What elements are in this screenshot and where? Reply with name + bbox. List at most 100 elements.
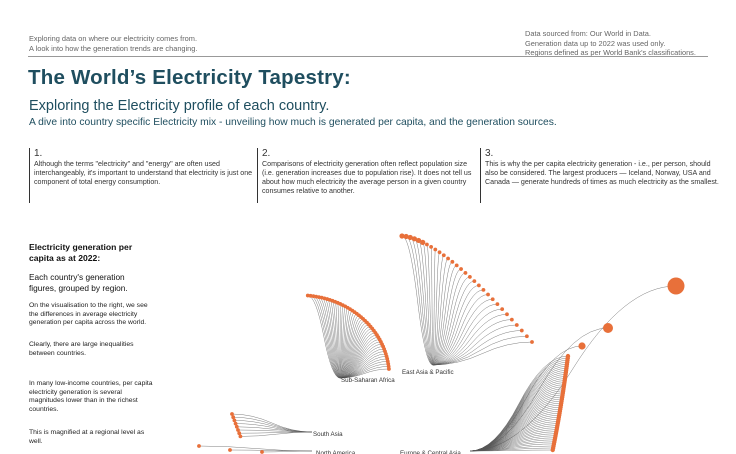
- branch-line: [339, 330, 374, 379]
- country-point[interactable]: [472, 279, 477, 284]
- country-point[interactable]: [228, 448, 232, 452]
- country-point[interactable]: [415, 237, 422, 244]
- region-label: Europe & Central Asia: [400, 450, 461, 454]
- branch-line: [469, 366, 567, 452]
- country-point[interactable]: [530, 340, 534, 344]
- country-point[interactable]: [387, 367, 391, 371]
- country-point[interactable]: [236, 428, 240, 432]
- country-point[interactable]: [231, 415, 236, 420]
- branch-line: [432, 341, 533, 366]
- branch-line: [337, 302, 341, 379]
- country-point[interactable]: [481, 287, 486, 292]
- branch-line: [432, 268, 462, 366]
- country-point[interactable]: [486, 292, 490, 297]
- country-point[interactable]: [411, 236, 418, 242]
- country-point[interactable]: [420, 239, 426, 245]
- country-point[interactable]: [232, 418, 237, 423]
- branch-line: [418, 240, 434, 366]
- branch-line: [414, 238, 434, 366]
- country-point[interactable]: [260, 450, 264, 454]
- branch-line: [432, 252, 440, 366]
- country-point[interactable]: [433, 247, 438, 252]
- country-point[interactable]: [550, 447, 555, 453]
- header-left-line: A look into how the generation trends ar…: [29, 43, 198, 53]
- branch-line: [261, 450, 313, 453]
- branch-line: [432, 272, 466, 366]
- branch-line: [339, 307, 348, 379]
- column-text: Although the terms "electricity" and "en…: [34, 160, 253, 187]
- branch-line: [406, 236, 434, 366]
- country-point[interactable]: [467, 275, 472, 279]
- country-point[interactable]: [667, 277, 685, 295]
- country-point[interactable]: [308, 293, 313, 298]
- intro-column-3: 3. This is why the per capita electricit…: [480, 148, 725, 203]
- branch-line: [432, 255, 445, 366]
- country-point[interactable]: [459, 267, 463, 271]
- country-point[interactable]: [407, 234, 413, 241]
- country-point[interactable]: [197, 444, 201, 448]
- branch-line: [237, 429, 313, 433]
- branch-line: [339, 313, 357, 379]
- country-point[interactable]: [437, 250, 442, 255]
- country-point[interactable]: [230, 412, 234, 416]
- branch-line: [430, 246, 434, 366]
- sidebar-heading: Electricity generation per capita as at …: [29, 242, 133, 263]
- branch-line: [432, 330, 522, 366]
- country-point[interactable]: [463, 271, 468, 275]
- country-point[interactable]: [505, 312, 509, 317]
- source-line: Regions defined as per World Bank's clas…: [525, 48, 696, 58]
- source-line: Data sourced from: Our World in Data.: [525, 29, 651, 38]
- page-description: A dive into country specific Electricity…: [29, 117, 557, 128]
- country-point[interactable]: [399, 233, 405, 239]
- region-label: North America: [316, 450, 356, 454]
- branch-line: [432, 276, 470, 366]
- branch-line: [339, 315, 360, 379]
- country-point[interactable]: [234, 424, 239, 429]
- branch-line: [339, 337, 379, 379]
- country-point[interactable]: [233, 421, 238, 426]
- branch-line: [332, 300, 341, 379]
- country-point[interactable]: [509, 317, 514, 322]
- column-number: 1.: [34, 148, 43, 159]
- branch-line: [401, 235, 434, 366]
- country-point[interactable]: [238, 434, 243, 439]
- page-title: The World’s Electricity Tapestry:: [28, 66, 351, 89]
- column-number: 2.: [262, 148, 271, 159]
- branch-line: [432, 324, 517, 366]
- branch-line: [432, 249, 436, 366]
- country-point[interactable]: [490, 297, 495, 302]
- branch-line: [316, 296, 341, 379]
- country-point[interactable]: [578, 342, 586, 350]
- branch-line: [339, 339, 380, 379]
- region-label: South Asia: [313, 431, 343, 438]
- country-point[interactable]: [429, 245, 434, 249]
- branch-line: [339, 316, 362, 379]
- country-point[interactable]: [425, 242, 429, 247]
- country-point[interactable]: [450, 259, 455, 264]
- country-point[interactable]: [500, 307, 505, 312]
- branch-line: [313, 295, 341, 379]
- country-point[interactable]: [524, 334, 529, 339]
- country-point[interactable]: [603, 323, 613, 333]
- country-point[interactable]: [454, 263, 459, 268]
- country-point[interactable]: [403, 233, 409, 240]
- branch-line: [229, 449, 313, 452]
- country-point[interactable]: [476, 283, 481, 288]
- country-point[interactable]: [514, 323, 519, 327]
- branch-line: [410, 237, 434, 366]
- country-point[interactable]: [446, 256, 450, 261]
- branch-line: [469, 370, 567, 452]
- country-point[interactable]: [305, 293, 310, 298]
- branch-line: [339, 308, 351, 379]
- country-point[interactable]: [311, 294, 316, 299]
- branch-line: [310, 295, 341, 379]
- branch-line: [432, 265, 457, 366]
- country-point[interactable]: [495, 302, 500, 307]
- country-point[interactable]: [441, 253, 446, 258]
- source-line: Generation data up to 2022 was used only…: [525, 38, 666, 48]
- country-point[interactable]: [519, 328, 524, 333]
- branch-line: [329, 299, 341, 379]
- branch-line: [334, 301, 341, 379]
- country-point[interactable]: [237, 431, 242, 436]
